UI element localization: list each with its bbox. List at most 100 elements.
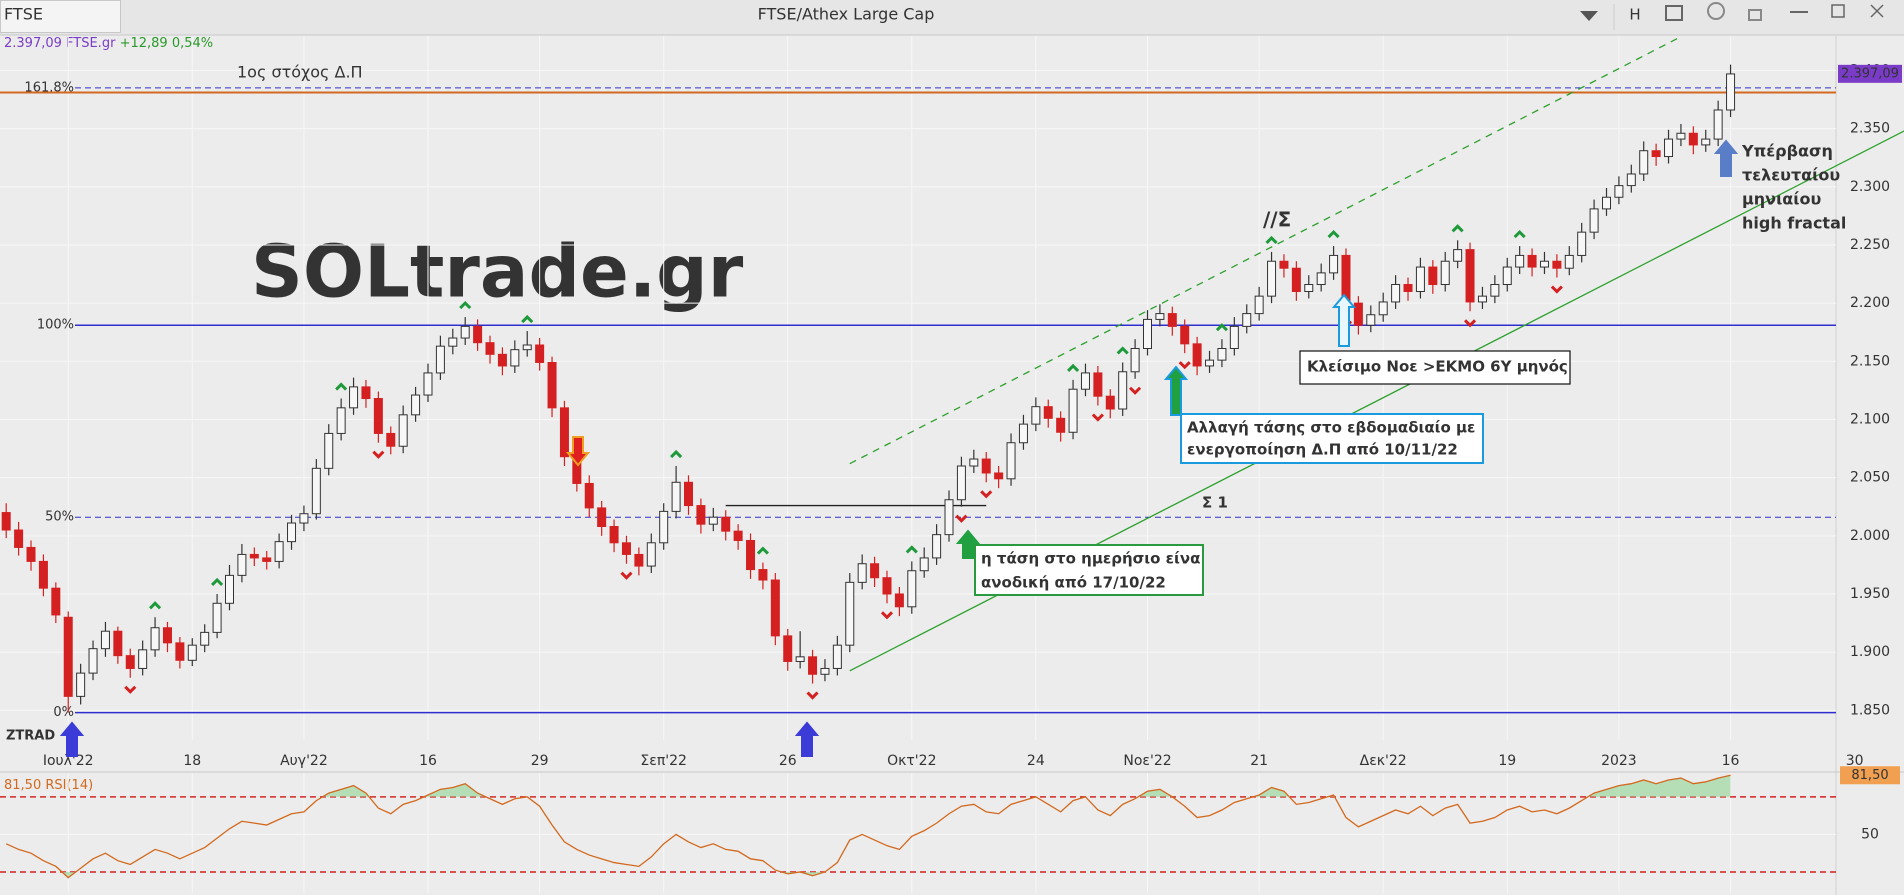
candle-body — [981, 458, 991, 474]
lock-icon[interactable] — [1748, 9, 1762, 21]
candle-body — [1254, 295, 1264, 315]
rsi-last-tag — [1840, 766, 1900, 785]
candle-body — [1465, 249, 1475, 303]
candle-body — [349, 386, 359, 409]
candle-body — [162, 627, 172, 644]
x-tick-label: 30 — [1846, 753, 1864, 769]
candle-body — [138, 649, 148, 669]
up-fractal — [1067, 363, 1080, 372]
x-tick-label: Σεπ'22 — [640, 753, 687, 769]
candle-body — [200, 631, 210, 646]
candle-body — [225, 574, 234, 604]
candle-body — [1453, 249, 1463, 262]
down-fractal — [1178, 361, 1191, 370]
candle-body — [1726, 73, 1736, 111]
candle-body — [1701, 138, 1711, 146]
daily-note: η τάση στο ημερήσιο είνα — [981, 550, 1200, 568]
candle-body — [1676, 132, 1686, 140]
close-note: Κλείσιμο Νοε >ΕΚΜΟ 6Υ μηνός — [1307, 358, 1568, 376]
note-box — [974, 544, 1204, 596]
candle-body — [1304, 284, 1314, 292]
y-tick-label: 2.350 — [1850, 121, 1890, 137]
quote-symbol: FTSE.gr — [66, 36, 116, 51]
down-fractal — [620, 571, 633, 580]
candle-body — [1155, 313, 1165, 320]
candle-body — [1378, 301, 1388, 316]
quote-icon[interactable] — [1707, 2, 1725, 20]
symbol-box[interactable] — [0, 0, 121, 33]
annotation-arrow — [1163, 365, 1189, 416]
candle-body — [1031, 406, 1041, 425]
candle-body — [832, 644, 842, 669]
interval-button[interactable]: H — [1629, 6, 1640, 24]
candle-body — [1515, 254, 1525, 268]
down-fractal — [955, 514, 968, 523]
up-fractal — [1215, 323, 1228, 332]
candle-body — [1192, 343, 1202, 367]
y-tick-label: 1.950 — [1850, 586, 1890, 602]
x-tick-label: 29 — [531, 753, 549, 769]
candle-body — [1143, 318, 1152, 350]
candle-body — [597, 507, 607, 528]
candle-body — [894, 593, 904, 608]
y-tick-label: 2.150 — [1850, 353, 1890, 369]
breakout-note: τελευταίου — [1742, 166, 1840, 185]
y-tick-label: 2.000 — [1850, 528, 1890, 544]
y-tick-label: 2.100 — [1850, 411, 1890, 427]
x-tick-label: 19 — [1498, 753, 1516, 769]
candle-body — [1403, 284, 1413, 292]
candle-body — [770, 579, 780, 637]
watermark-small: ZTRAD — [6, 729, 55, 744]
candle-body — [485, 342, 495, 355]
x-tick-label: 16 — [1722, 753, 1740, 769]
close-icon[interactable] — [1870, 4, 1884, 18]
annotation-arrow — [955, 529, 981, 559]
candle-body — [473, 325, 483, 344]
up-fractal — [149, 601, 162, 610]
candle-body — [646, 542, 656, 567]
fib-level-label: 100% — [37, 318, 74, 333]
candle-body — [63, 616, 73, 697]
layout-icon[interactable] — [1665, 5, 1683, 21]
down-fractal — [1550, 285, 1563, 294]
up-fractal — [1116, 346, 1129, 355]
candle-body — [1602, 196, 1611, 210]
up-fractal — [521, 314, 534, 324]
candle-body — [956, 465, 966, 501]
candle-body — [1180, 325, 1190, 345]
restore-icon[interactable] — [1831, 4, 1845, 18]
dropdown-icon[interactable] — [1580, 11, 1598, 21]
candle-body — [88, 648, 98, 674]
candle-body — [1415, 266, 1425, 292]
candle-body — [361, 386, 371, 400]
candle-body — [1167, 313, 1177, 327]
candle-body — [845, 581, 855, 646]
candle-body — [1130, 348, 1140, 373]
candle-body — [882, 577, 892, 595]
candle-body — [1279, 260, 1289, 269]
y-tick-label: 2.250 — [1850, 237, 1890, 253]
down-fractal — [1091, 413, 1104, 422]
candle-body — [386, 432, 396, 447]
candle-body — [1614, 185, 1624, 198]
annotation-arrow — [1713, 139, 1739, 177]
candle-body — [522, 344, 532, 351]
candle-body — [1490, 284, 1500, 297]
candle-body — [1018, 423, 1028, 444]
last-price-tag — [1838, 64, 1902, 83]
candle-body — [510, 349, 520, 367]
candle-body — [870, 563, 880, 579]
up-fractal — [1513, 229, 1526, 239]
down-fractal — [124, 685, 137, 694]
candle-body — [411, 394, 421, 416]
candle-body — [1056, 417, 1066, 433]
candle-body — [584, 482, 594, 509]
annotation-arrow — [1331, 293, 1357, 347]
candle-body — [1391, 284, 1401, 303]
candle-body — [398, 414, 408, 447]
x-tick-label: 2023 — [1601, 753, 1637, 769]
candle-body — [1291, 267, 1301, 292]
candle-body — [634, 553, 644, 567]
candle-body — [919, 557, 929, 572]
x-tick-label: 24 — [1027, 753, 1045, 769]
